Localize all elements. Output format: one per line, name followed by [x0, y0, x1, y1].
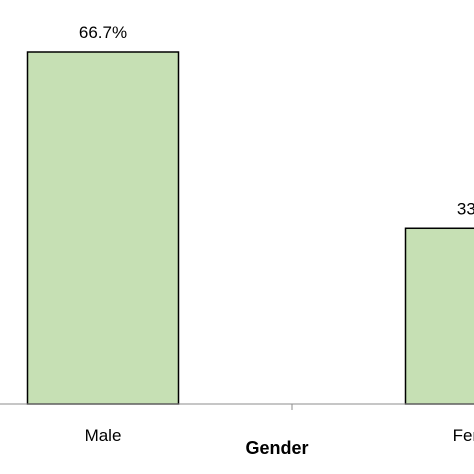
x-tick-label-male: Male: [85, 426, 122, 445]
x-tick-label-female: Female: [453, 426, 474, 445]
bars-group: [26, 51, 474, 405]
bar-male: [26, 51, 180, 405]
x-axis-title: Gender: [245, 438, 308, 458]
x-tick-labels-group: Male Female: [85, 426, 474, 445]
value-labels-group: 66.7% 33.3%: [79, 23, 474, 218]
value-label-male: 66.7%: [79, 23, 127, 42]
bar-female: [404, 227, 474, 405]
value-label-female: 33.3%: [457, 199, 474, 218]
x-axis-ticks: [291, 404, 293, 410]
